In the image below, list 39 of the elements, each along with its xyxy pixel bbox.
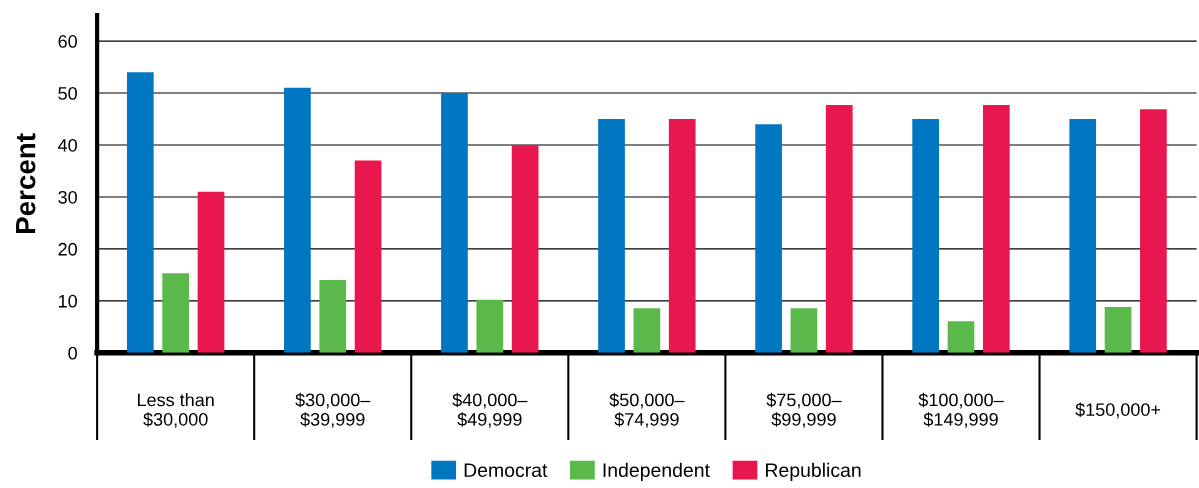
bar [755,124,782,353]
bar [126,72,154,353]
bar [668,119,696,353]
bar [1104,307,1132,353]
bar [441,93,468,353]
y-tick-label: 10 [58,294,77,308]
y-tick-label: 60 [58,35,77,48]
bar [947,321,975,353]
x-tick-label: $50,000– $74,999 [609,392,685,428]
bar [1069,119,1097,353]
y-tick-label: 40 [58,138,77,152]
bar [476,299,504,353]
bar [354,160,382,353]
x-tick-label: $100,000– $149,999 [918,392,1004,428]
x-tick-label: $75,000– $99,999 [766,392,842,428]
x-tick-label: $150,000+ [1075,402,1161,419]
bar [284,87,311,353]
bar [598,119,625,353]
bar [912,119,940,353]
y-tick-label: 30 [58,190,77,204]
legend-label: Republican [766,462,861,481]
bar [319,280,347,353]
bar [197,191,225,353]
x-tick-label: $40,000– $49,999 [452,392,528,428]
bar [1140,109,1167,353]
legend-label: Independent [603,462,710,481]
bar [825,105,853,353]
bar [162,273,189,353]
y-axis-title: Percent [16,133,36,234]
x-tick-label: Less than $30,000 [137,393,214,428]
bar [790,308,818,353]
bar [511,145,539,353]
x-tick-label: $30,000– $39,999 [295,392,371,428]
y-tick-label: 0 [68,346,77,360]
bar [633,308,661,353]
y-tick-label: 20 [58,242,77,256]
bar [982,105,1010,353]
legend-label: Democrat [464,463,548,478]
y-tick-label: 50 [58,86,77,100]
